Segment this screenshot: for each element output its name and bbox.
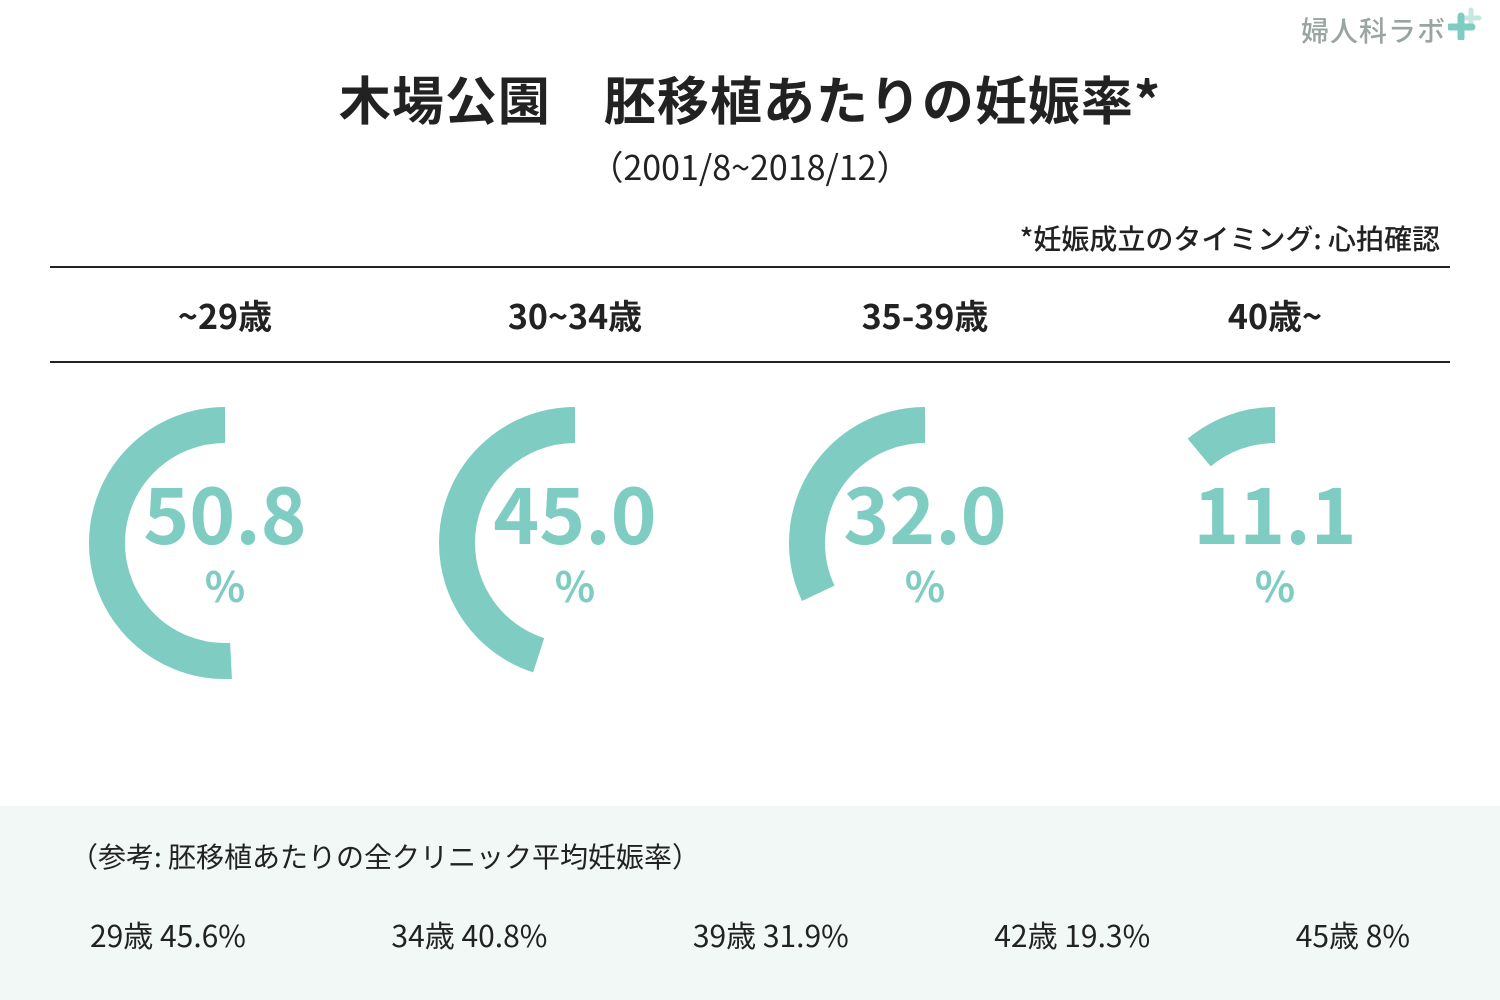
reference-item: 39歳 31.9% [693,912,849,956]
reference-footer: （参考: 胚移植あたりの全クリニック平均妊娠率） 29歳 45.6% 34歳 4… [0,806,1500,1000]
reference-item: 34歳 40.8% [391,912,547,956]
title-block: 木場公園 胚移植あたりの妊娠率* （2001/8~2018/12） [50,60,1450,190]
plus-icon [1448,6,1482,40]
gauge-label: 45.0% [425,393,725,693]
chart-subtitle: （2001/8~2018/12） [50,141,1450,190]
radial-gauge: 50.8% [75,393,375,693]
gauge-cell: 32.0% [750,393,1100,693]
radial-gauge: 45.0% [425,393,725,693]
gauge-cell: 45.0% [400,393,750,693]
column-headers: ~29歳 30~34歳 35-39歳 40歳~ [50,268,1450,361]
column-header: 30~34歳 [400,268,750,361]
gauge-value: 50.8 [143,472,306,550]
reference-item: 42歳 19.3% [994,912,1150,956]
radial-gauge: 32.0% [775,393,1075,693]
gauge-label: 50.8% [75,393,375,693]
gauge-value: 45.0 [493,472,656,550]
column-header: 40歳~ [1100,268,1450,361]
footnote-asterisk: *妊娠成立のタイミング: 心拍確認 [50,218,1450,258]
gauge-label: 11.1% [1125,393,1425,693]
gauge-value: 32.0 [843,472,1006,550]
brand-logo: 婦人科ラボ [1301,10,1482,50]
gauge-row: 50.8%45.0%32.0%11.1% [50,393,1450,693]
chart-title: 木場公園 胚移植あたりの妊娠率* [50,60,1450,135]
gauge-label: 32.0% [775,393,1075,693]
gauge-unit: % [555,554,595,615]
gauge-table: ~29歳 30~34歳 35-39歳 40歳~ 50.8%45.0%32.0%1… [50,266,1450,693]
gauge-value: 11.1 [1193,472,1356,550]
gauge-cell: 11.1% [1100,393,1450,693]
brand-logo-text: 婦人科ラボ [1301,10,1446,50]
column-header: 35-39歳 [750,268,1100,361]
gauge-unit: % [905,554,945,615]
gauge-unit: % [205,554,245,615]
radial-gauge: 11.1% [1125,393,1425,693]
gauge-unit: % [1255,554,1295,615]
reference-title: （参考: 胚移植あたりの全クリニック平均妊娠率） [70,836,1430,876]
rule-bottom [50,361,1450,363]
reference-item: 45歳 8% [1296,912,1410,956]
reference-item: 29歳 45.6% [90,912,246,956]
reference-row: 29歳 45.6% 34歳 40.8% 39歳 31.9% 42歳 19.3% … [70,912,1430,956]
gauge-cell: 50.8% [50,393,400,693]
column-header: ~29歳 [50,268,400,361]
